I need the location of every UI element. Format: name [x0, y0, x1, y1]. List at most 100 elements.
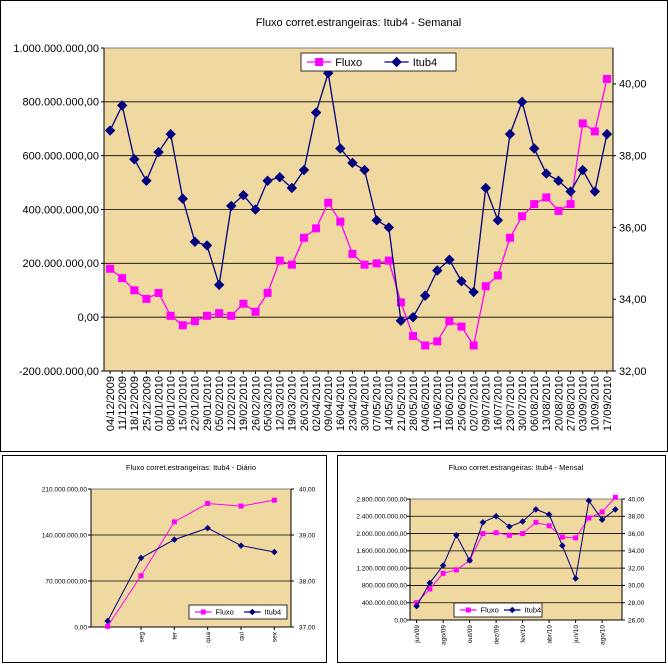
chart-title: Fluxo corret.estrangeiras: Itub4 - Seman…: [256, 17, 461, 29]
right-axis-tick-label: 32,00: [619, 366, 647, 378]
data-point-itub4: [468, 286, 479, 298]
data-point-fluxo: [205, 500, 211, 506]
x-axis-category-label: qui: [238, 632, 245, 641]
legend-marker-itub4: [391, 56, 402, 68]
left-axis-tick-label: 2.400.000.000,00: [356, 514, 407, 521]
right-axis-tick-label: 32,00: [628, 565, 645, 572]
data-point-fluxo: [542, 193, 551, 202]
x-axis-category-label: 21/05/2010: [396, 376, 408, 431]
data-point-itub4: [201, 240, 213, 251]
legend-marker-fluxo: [315, 58, 324, 66]
x-axis-category-label: 26/02/2010: [250, 376, 262, 431]
data-point-fluxo: [384, 256, 393, 265]
data-point-fluxo: [171, 519, 177, 525]
x-axis-category-label: 20/08/2010: [553, 376, 565, 431]
data-point-itub4: [444, 254, 455, 265]
data-point-itub4: [456, 276, 467, 287]
data-point-fluxo: [578, 119, 587, 128]
legend-label-itub4: Itub4: [265, 608, 282, 617]
legend: Fluxo Itub4: [453, 602, 543, 618]
x-axis-category-label: 04/12/2009: [105, 376, 117, 431]
data-point-itub4: [516, 96, 528, 108]
data-point-fluxo: [215, 309, 224, 318]
right-axis-tick-label: 28,00: [628, 600, 645, 607]
weekly-chart-panel: Fluxo corret.estrangeiras: Itub4 - Seman…: [0, 0, 668, 452]
data-point-itub4: [104, 617, 111, 625]
series-fluxo: [105, 497, 277, 629]
data-point-itub4: [171, 536, 178, 543]
data-point-fluxo: [518, 212, 527, 221]
data-point-itub4: [238, 189, 249, 201]
data-point-itub4: [504, 128, 516, 140]
x-axis-category-label: sex: [272, 631, 279, 642]
x-axis-category-label: 18/12/2009: [129, 376, 141, 431]
data-point-fluxo: [533, 519, 539, 525]
data-point-itub4: [585, 497, 593, 504]
data-point-fluxo: [433, 337, 442, 346]
x-axis-category-label: qua: [205, 632, 212, 643]
data-point-fluxo: [566, 200, 575, 209]
data-point-itub4: [519, 518, 526, 525]
data-point-fluxo: [427, 586, 433, 592]
x-axis-category-label: 08/01/2010: [166, 376, 178, 431]
left-axis-tick-label: 0,00: [394, 617, 407, 624]
x-axis-category-label: 27/08/2010: [565, 376, 577, 431]
data-point-fluxo: [275, 256, 284, 265]
left-axis-tick-label: 1.000.000.000,00: [13, 43, 99, 55]
x-axis-category-label: seg: [138, 632, 145, 643]
x-axis-category-label: ter: [172, 631, 179, 639]
left-axis-tick-label: 0,00: [74, 624, 87, 631]
data-point-fluxo: [453, 567, 459, 573]
x-axis-category-label: 06/08/2010: [529, 376, 541, 431]
left-axis-tick-label: 400.000.000,00: [23, 204, 99, 216]
x-axis-category-label: out/09: [467, 625, 474, 643]
data-point-itub4: [480, 182, 491, 194]
x-axis-category-label: 23/04/2010: [347, 376, 359, 431]
left-axis-tick-label: 2.000.000.000,00: [356, 531, 407, 538]
x-axis-category-label: ago/09: [440, 625, 447, 645]
weekly-chart: Fluxo corret.estrangeiras: Itub4 - Seman…: [13, 17, 647, 431]
x-axis-category-label: 11/06/2010: [432, 376, 444, 430]
data-point-fluxo: [421, 341, 430, 350]
x-axis-category-label: fev/10: [520, 625, 527, 643]
x-axis-category-label: 09/07/2010: [481, 376, 493, 431]
legend-marker-itub4: [509, 606, 516, 614]
x-axis-category-label: 30/07/2010: [517, 376, 529, 431]
series-itub4: [104, 67, 613, 326]
x-axis-category-label: 05/03/2010: [262, 376, 274, 431]
right-axis-tick-label: 36,00: [628, 531, 645, 538]
data-point-fluxo: [299, 233, 308, 242]
x-axis-category-label: 03/09/2010: [578, 376, 590, 431]
left-axis-tick-label: -200.000.000,00: [19, 366, 99, 378]
x-axis-category-label: 19/03/2010: [287, 376, 299, 431]
x-axis-category-label: 19/02/2010: [238, 376, 250, 431]
x-axis-category-label: 22/01/2010: [190, 376, 202, 431]
data-point-itub4: [204, 524, 211, 532]
x-axis-category-label: 17/09/2010: [602, 376, 614, 431]
data-point-fluxo: [599, 509, 605, 515]
right-axis-tick-label: 36,00: [619, 222, 647, 234]
legend-box: [188, 604, 288, 620]
chart-title: Fluxo corret.estrangeiras: Itub4 - Mensa…: [449, 463, 584, 472]
x-axis-category-label: 28/05/2010: [408, 376, 420, 431]
data-point-fluxo: [360, 260, 369, 269]
x-axis-category-label: 01/01/2010: [153, 376, 165, 431]
legend-box: [453, 602, 543, 618]
x-axis-category-label: 05/02/2010: [214, 376, 226, 431]
right-axis-tick-label: 38,00: [628, 514, 645, 521]
data-point-fluxo: [506, 532, 512, 538]
legend: Fluxo Itub4: [188, 604, 288, 620]
data-point-fluxo: [469, 341, 478, 350]
data-point-itub4: [407, 311, 419, 323]
data-point-fluxo: [178, 321, 187, 330]
left-axis-tick-label: 800.000.000,00: [23, 97, 99, 109]
data-point-itub4: [274, 172, 285, 183]
data-point-fluxo: [287, 260, 296, 269]
x-axis-category-label: 11/12/2009: [117, 376, 129, 430]
right-axis-tick-label: 38,00: [299, 578, 316, 585]
x-axis-category-label: 02/07/2010: [468, 376, 480, 431]
data-point-itub4: [545, 511, 553, 518]
data-point-itub4: [226, 200, 237, 212]
data-point-fluxo: [263, 288, 272, 297]
right-axis-tick-label: 40,00: [619, 79, 647, 91]
